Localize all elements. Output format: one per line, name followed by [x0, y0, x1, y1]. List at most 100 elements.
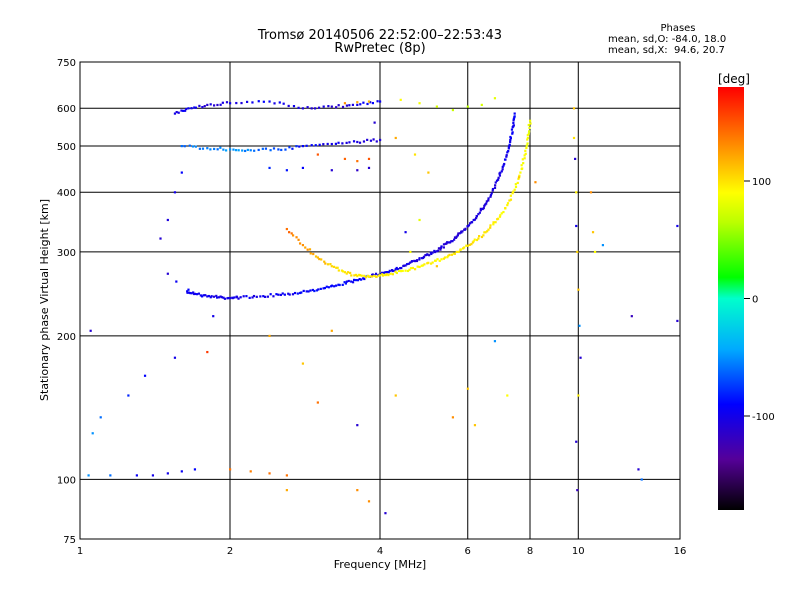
data-point: [285, 227, 288, 231]
data-point: [501, 168, 504, 171]
data-point: [486, 230, 489, 233]
data-point: [173, 356, 177, 359]
data-point: [206, 147, 209, 150]
data-point: [373, 274, 376, 278]
data-point: [268, 166, 271, 170]
data-point: [215, 294, 218, 298]
data-point: [480, 103, 483, 107]
data-point: [319, 287, 322, 290]
data-point: [264, 147, 268, 150]
data-point: [249, 149, 252, 152]
data-point: [290, 232, 293, 235]
data-point: [418, 265, 421, 269]
data-point: [434, 259, 437, 262]
data-point: [304, 246, 307, 249]
data-point: [411, 266, 414, 270]
data-point: [350, 274, 353, 277]
data-point: [318, 257, 321, 261]
data-point: [209, 103, 212, 106]
data-point: [526, 136, 530, 140]
data-point: [264, 295, 267, 298]
data-point: [394, 136, 397, 140]
data-point: [676, 224, 679, 228]
data-point: [463, 246, 466, 249]
data-point: [491, 189, 494, 192]
data-point: [448, 241, 452, 244]
data-point: [323, 286, 327, 290]
data-point: [525, 144, 528, 147]
data-point: [473, 424, 477, 427]
data-point: [344, 282, 347, 285]
data-point: [347, 279, 350, 283]
data-point: [400, 266, 403, 270]
data-point: [384, 271, 387, 274]
data-point: [640, 478, 643, 481]
data-point: [215, 296, 219, 299]
data-point: [496, 178, 500, 181]
data-point: [311, 288, 315, 292]
data-point: [528, 130, 531, 133]
data-point: [225, 149, 228, 152]
data-point: [493, 340, 497, 343]
data-point: [288, 231, 291, 234]
data-point: [317, 106, 321, 109]
data-point: [348, 141, 351, 144]
data-point: [466, 387, 469, 390]
data-point: [450, 240, 453, 243]
data-point: [453, 238, 456, 241]
data-point: [287, 292, 290, 295]
data-point: [334, 142, 338, 145]
data-point: [327, 286, 330, 289]
data-point: [180, 144, 183, 148]
data-point: [302, 289, 305, 293]
data-point: [351, 103, 355, 106]
data-point: [483, 231, 486, 234]
data-point: [277, 293, 280, 296]
data-point: [399, 98, 402, 101]
data-point: [490, 192, 493, 195]
data-point: [206, 350, 209, 354]
data-point: [305, 144, 308, 147]
data-point: [325, 285, 328, 288]
data-point: [485, 202, 488, 205]
data-point: [512, 121, 515, 125]
data-point: [232, 148, 235, 151]
data-point: [246, 148, 249, 152]
data-point: [262, 295, 265, 298]
data-point: [356, 101, 359, 104]
data-point: [409, 250, 412, 254]
data-point: [330, 169, 333, 172]
data-point: [369, 101, 372, 104]
data-point: [429, 262, 433, 265]
data-point: [379, 274, 382, 277]
y-tick-labels: 75 100 200 300 400 500 600 750: [57, 58, 76, 546]
data-point: [206, 103, 209, 107]
data-point: [291, 234, 295, 237]
data-point: [201, 147, 205, 150]
data-point: [244, 149, 247, 153]
data-point: [296, 292, 299, 295]
data-point: [447, 254, 450, 257]
data-point: [500, 212, 503, 215]
data-point: [473, 218, 476, 221]
data-point: [501, 165, 504, 169]
data-point: [473, 238, 476, 241]
data-point: [526, 134, 529, 137]
data-point: [175, 280, 178, 283]
data-point: [381, 274, 385, 277]
colorbar-tick-label: -100: [752, 412, 775, 423]
y-tick-label: 100: [57, 475, 76, 486]
data-point: [301, 362, 305, 365]
colorbar-ticks: 100 0 -100: [744, 177, 775, 423]
data-point: [210, 295, 213, 298]
data-point: [466, 225, 469, 228]
data-point: [283, 293, 286, 296]
data-point: [187, 288, 190, 291]
data-point: [676, 319, 679, 323]
data-point: [579, 356, 582, 359]
data-point: [475, 217, 478, 220]
data-point: [273, 102, 276, 105]
data-point: [353, 274, 356, 277]
data-point: [322, 105, 325, 108]
x-tick-label: 8: [527, 546, 533, 557]
